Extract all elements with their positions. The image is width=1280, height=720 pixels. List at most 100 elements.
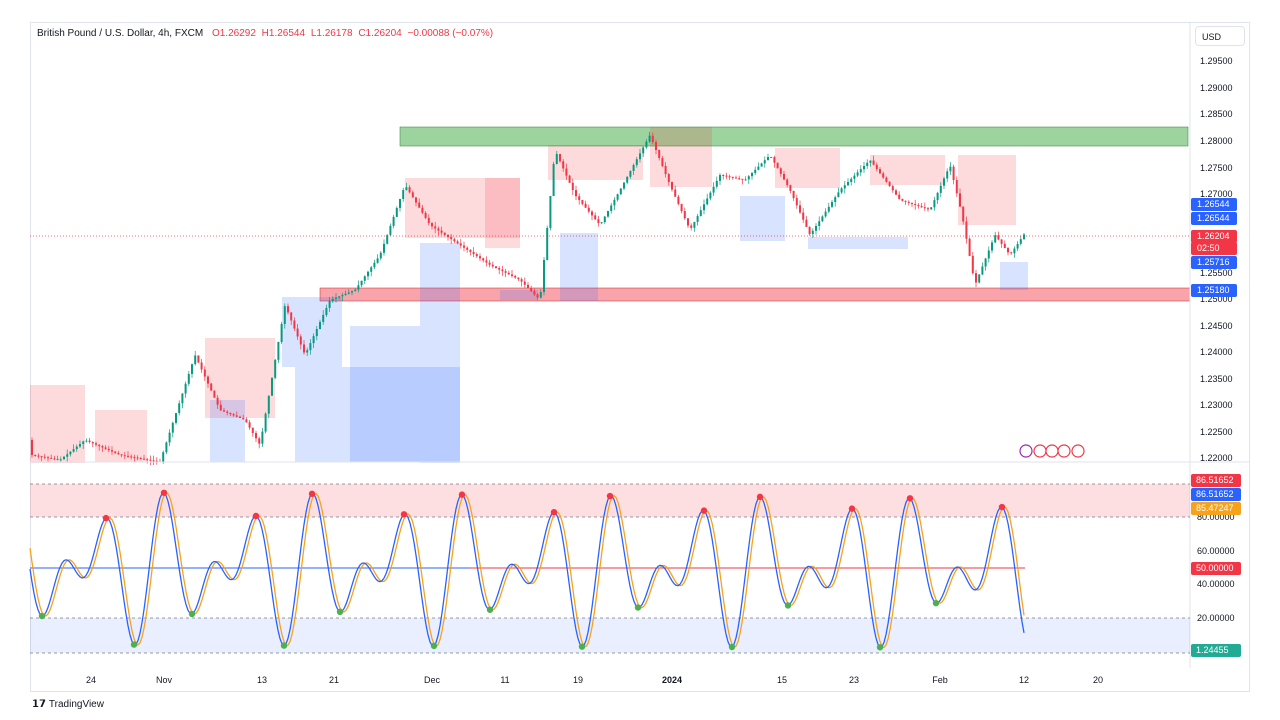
price-tag-bg xyxy=(1191,242,1237,255)
price-tag: 1.26544 xyxy=(1197,213,1230,223)
oscillator-tag-bg xyxy=(1191,644,1241,657)
price-tag: 1.25716 xyxy=(1197,257,1230,267)
sell-dot xyxy=(998,503,1006,511)
price-label: 1.23000 xyxy=(1200,400,1233,410)
ohlc-values: O1.26292 H1.26544 L1.26178 C1.26204 −0.0… xyxy=(212,28,496,39)
event-icon-4[interactable] xyxy=(1071,444,1085,458)
price-tag: 1.25180 xyxy=(1197,285,1230,295)
support-box xyxy=(560,233,598,301)
time-label: Dec xyxy=(424,675,441,685)
support-box xyxy=(210,400,245,462)
price-axis[interactable]: 1.29500 1.29000 1.28500 1.28000 1.27500 1.270… xyxy=(1200,56,1233,463)
sell-dot xyxy=(700,507,708,514)
overbought-band xyxy=(30,484,1190,517)
price-label: 1.25000 xyxy=(1200,294,1233,304)
time-label: Feb xyxy=(932,675,948,685)
time-label: 12 xyxy=(1019,675,1029,685)
oscillator-label: 80.00000 xyxy=(1197,512,1235,522)
buy-dot xyxy=(634,604,642,611)
order-boxes xyxy=(30,127,1028,463)
high-value: H1.26544 xyxy=(261,28,306,39)
buy-dot xyxy=(430,642,438,650)
oscillator-tag: 86.51652 xyxy=(1196,489,1234,499)
sell-dot xyxy=(550,508,558,516)
close-value: C1.26204 xyxy=(358,28,402,39)
price-label: 1.24500 xyxy=(1200,321,1233,331)
oscillator-tag-bg xyxy=(1191,562,1241,575)
time-label: 19 xyxy=(573,675,583,685)
price-tag-bg xyxy=(1191,212,1237,225)
buy-dot xyxy=(784,602,792,609)
time-label: 23 xyxy=(849,675,859,685)
price-label: 1.22000 xyxy=(1200,453,1233,463)
buy-dot xyxy=(578,643,586,650)
time-label: Nov xyxy=(156,675,173,685)
resistance-box xyxy=(95,410,147,462)
oscillator-label: 60.00000 xyxy=(1197,546,1235,556)
price-tag-bg xyxy=(1191,284,1237,297)
price-label: 1.24000 xyxy=(1200,347,1233,357)
lightning-icon[interactable] xyxy=(1019,444,1033,458)
oscillator-label: 20.00000 xyxy=(1197,613,1235,623)
fast-line xyxy=(29,492,1025,649)
resistance-box xyxy=(775,148,840,188)
buy-dot xyxy=(38,612,46,620)
tradingview-logo-icon: 𝟭𝟳 xyxy=(32,699,46,710)
oscillator-tag-bg xyxy=(1191,502,1241,515)
support-box xyxy=(1000,262,1028,290)
buy-dot xyxy=(486,606,494,613)
low-value: L1.26178 xyxy=(310,28,353,39)
slow-line xyxy=(29,491,1025,649)
time-label: 20 xyxy=(1093,675,1103,685)
buy-dot xyxy=(336,608,344,616)
price-tag-bg xyxy=(1191,230,1237,243)
resistance-box xyxy=(870,155,945,185)
oscillator-axis[interactable]: 80.00000 60.00000 40.00000 20.00000 xyxy=(1197,512,1235,623)
price-label: 1.22500 xyxy=(1200,427,1233,437)
buy-dot xyxy=(876,644,884,651)
oscillator-tags: 86.51652 86.51652 85.47247 50.00000 1.24455 xyxy=(1191,474,1241,657)
tradingview-footer[interactable]: 𝟭𝟳 TradingView xyxy=(32,699,104,710)
sell-dot xyxy=(756,493,764,501)
price-tag: 1.26544 xyxy=(1197,199,1230,209)
oscillator-tag: 85.47247 xyxy=(1196,503,1234,513)
event-icon-3[interactable] xyxy=(1057,444,1071,458)
event-icon-1[interactable] xyxy=(1033,444,1047,458)
change-value: −0.00088 (−0.07%) xyxy=(407,28,494,39)
support-box xyxy=(282,297,342,367)
symbol-legend[interactable]: British Pound / U.S. Dollar, 4h, FXCM O1… xyxy=(37,28,496,39)
oscillator-label: 40.00000 xyxy=(1197,579,1235,589)
time-axis[interactable]: 24 Nov 13 21 Dec 11 19 2024 15 23 Feb 12 20 xyxy=(86,675,1103,685)
support-box xyxy=(500,290,538,300)
indicator-icons[interactable] xyxy=(1019,444,1085,458)
price-label: 1.29000 xyxy=(1200,83,1233,93)
resistance-box xyxy=(405,178,520,238)
sell-dot xyxy=(458,491,466,498)
sell-dot xyxy=(606,492,614,500)
price-label: 1.23500 xyxy=(1200,374,1233,384)
sell-dot xyxy=(906,495,914,502)
price-tag: 1.26204 xyxy=(1197,231,1230,241)
oscillator-tag: 86.51652 xyxy=(1196,475,1234,485)
time-label: 2024 xyxy=(662,675,682,685)
oversold-band xyxy=(30,618,1190,653)
time-label: 11 xyxy=(500,675,509,685)
buy-dot xyxy=(188,610,196,618)
oscillator-tag-bg xyxy=(1191,488,1241,501)
time-label: 21 xyxy=(329,675,339,685)
candles xyxy=(31,131,1025,466)
signal-dots xyxy=(38,489,1006,651)
price-tag-bg xyxy=(1191,256,1237,269)
time-label: 24 xyxy=(86,675,96,685)
currency-button[interactable]: USD xyxy=(1195,26,1245,46)
event-icon-2[interactable] xyxy=(1045,444,1059,458)
resistance-zone xyxy=(399,126,1189,147)
buy-dot xyxy=(728,643,736,651)
price-label: 1.28000 xyxy=(1200,136,1233,146)
price-tag: 02:50 xyxy=(1197,243,1220,253)
price-tags: 1.26544 1.26544 1.26204 02:50 1.25716 1.25180 xyxy=(1191,198,1237,297)
price-label: 1.28500 xyxy=(1200,109,1233,119)
time-label: 13 xyxy=(257,675,267,685)
sell-dot xyxy=(848,505,856,512)
